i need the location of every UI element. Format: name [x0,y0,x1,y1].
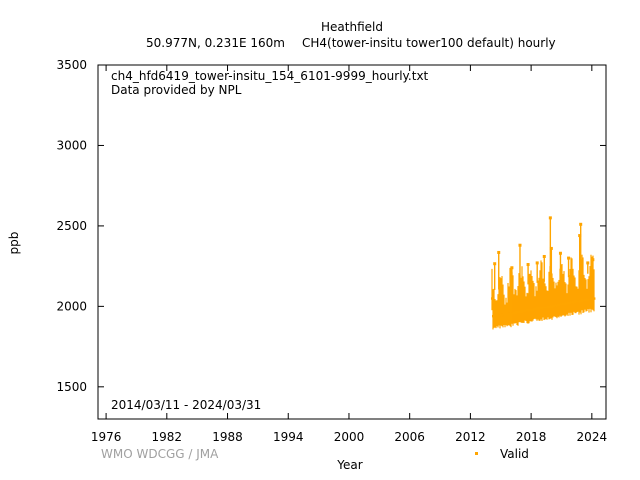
axes: 1976 1982 1988 1994 2000 2006 2012 2018 2024 1500… [56,58,607,444]
data-point [497,250,501,254]
data-point [542,254,546,258]
y-tick-label: 3500 [56,58,87,72]
data-point [493,262,497,266]
credit-text: WMO WDCGG / JMA [101,447,219,461]
data-point [510,266,514,270]
y-axis-label: ppb [7,231,21,255]
chart-title-site: Heathfield [321,20,383,34]
data-filename: ch4_hfd6419_tower-insitu_154_6101-9999_h… [111,69,429,83]
data-point [535,261,539,265]
chart-title-location: 50.977N, 0.231E 160m [146,36,285,50]
x-tick-label: 2006 [394,430,425,444]
x-tick-label: 2018 [516,430,547,444]
data-point [548,216,552,220]
y-tick-label: 1500 [56,380,87,394]
data-point [558,251,562,255]
data-point [586,261,590,265]
data-points [491,216,596,330]
x-axis-label: Year [337,458,363,472]
legend-marker-valid [475,452,478,455]
data-point [579,222,583,226]
x-tick-label: 2024 [577,430,608,444]
legend-label-valid: Valid [500,447,529,461]
x-tick-label: 2012 [455,430,486,444]
plot-frame [97,64,607,420]
data-point [567,256,571,260]
data-period: 2014/03/11 - 2024/03/31 [111,398,262,412]
chart-title-species: CH4(tower-insitu tower100 default) hourl… [302,36,556,50]
x-tick-label: 2000 [334,430,365,444]
x-tick-label: 1982 [152,430,183,444]
data-point [526,263,530,267]
data-point [549,246,553,250]
x-tick-label: 1994 [273,430,304,444]
y-tick-label: 2500 [56,219,87,233]
y-tick-label: 2000 [56,299,87,313]
data-point [491,297,494,300]
legend: Valid [470,447,550,461]
data-point [591,258,595,262]
data-point [518,243,522,247]
data-point [593,297,596,300]
data-point [578,234,582,238]
x-tick-label: 1988 [212,430,243,444]
x-tick-label: 1976 [91,430,122,444]
y-tick-label: 3000 [56,138,87,152]
data-provider: Data provided by NPL [111,83,242,97]
